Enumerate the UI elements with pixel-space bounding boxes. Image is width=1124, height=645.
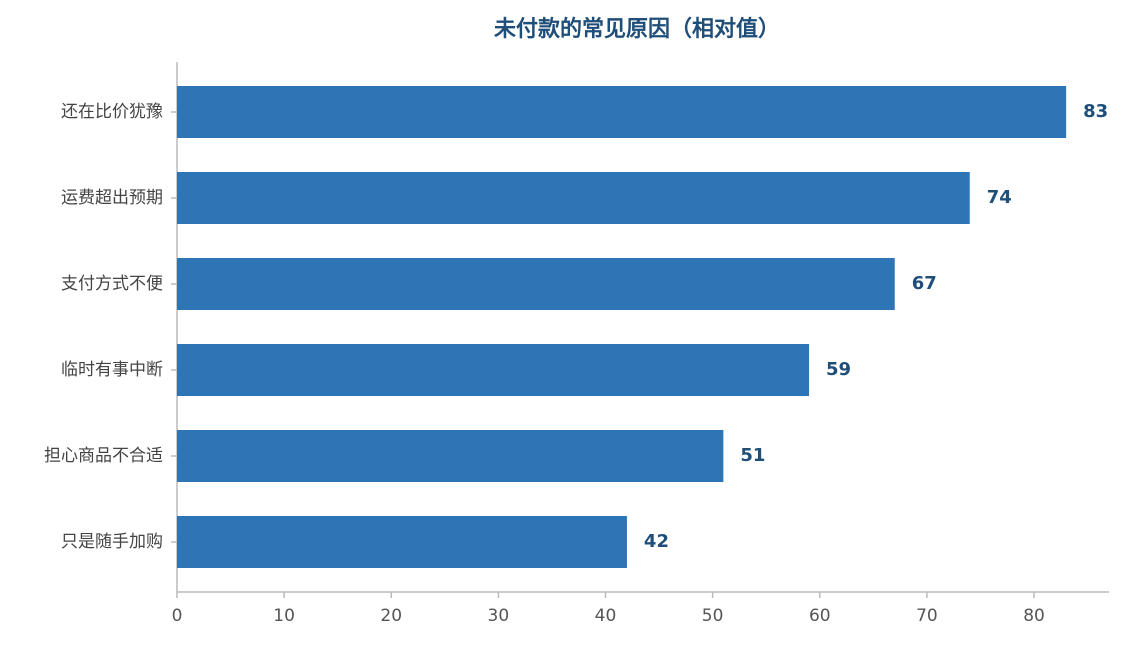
chart-title: 未付款的常见原因（相对值）	[494, 16, 780, 42]
x-tick-label: 30	[488, 606, 510, 626]
x-tick-label: 20	[380, 606, 402, 626]
x-tick-label: 10	[273, 606, 295, 626]
value-label: 74	[987, 187, 1012, 208]
value-label: 59	[826, 359, 851, 380]
x-tick-label: 40	[595, 606, 617, 626]
y-tick-label: 运费超出预期	[61, 188, 163, 208]
bar	[177, 344, 810, 396]
y-tick-label: 还在比价犹豫	[61, 102, 163, 122]
y-tick-label: 临时有事中断	[61, 360, 163, 380]
x-tick-label: 80	[1023, 606, 1045, 626]
bar	[177, 258, 895, 310]
bar	[177, 172, 970, 224]
bar	[177, 430, 724, 482]
value-label: 51	[740, 445, 765, 466]
y-tick-label: 担心商品不合适	[44, 446, 163, 466]
y-tick-label: 只是随手加购	[61, 532, 163, 552]
bar	[177, 86, 1067, 138]
x-tick-label: 0	[172, 606, 183, 626]
value-label: 67	[912, 273, 937, 294]
bar	[177, 516, 627, 568]
x-tick-label: 50	[702, 606, 724, 626]
value-label: 83	[1083, 101, 1108, 122]
x-tick-label: 70	[916, 606, 938, 626]
y-tick-label: 支付方式不便	[61, 274, 163, 294]
x-tick-label: 60	[809, 606, 831, 626]
value-label: 42	[644, 531, 669, 552]
